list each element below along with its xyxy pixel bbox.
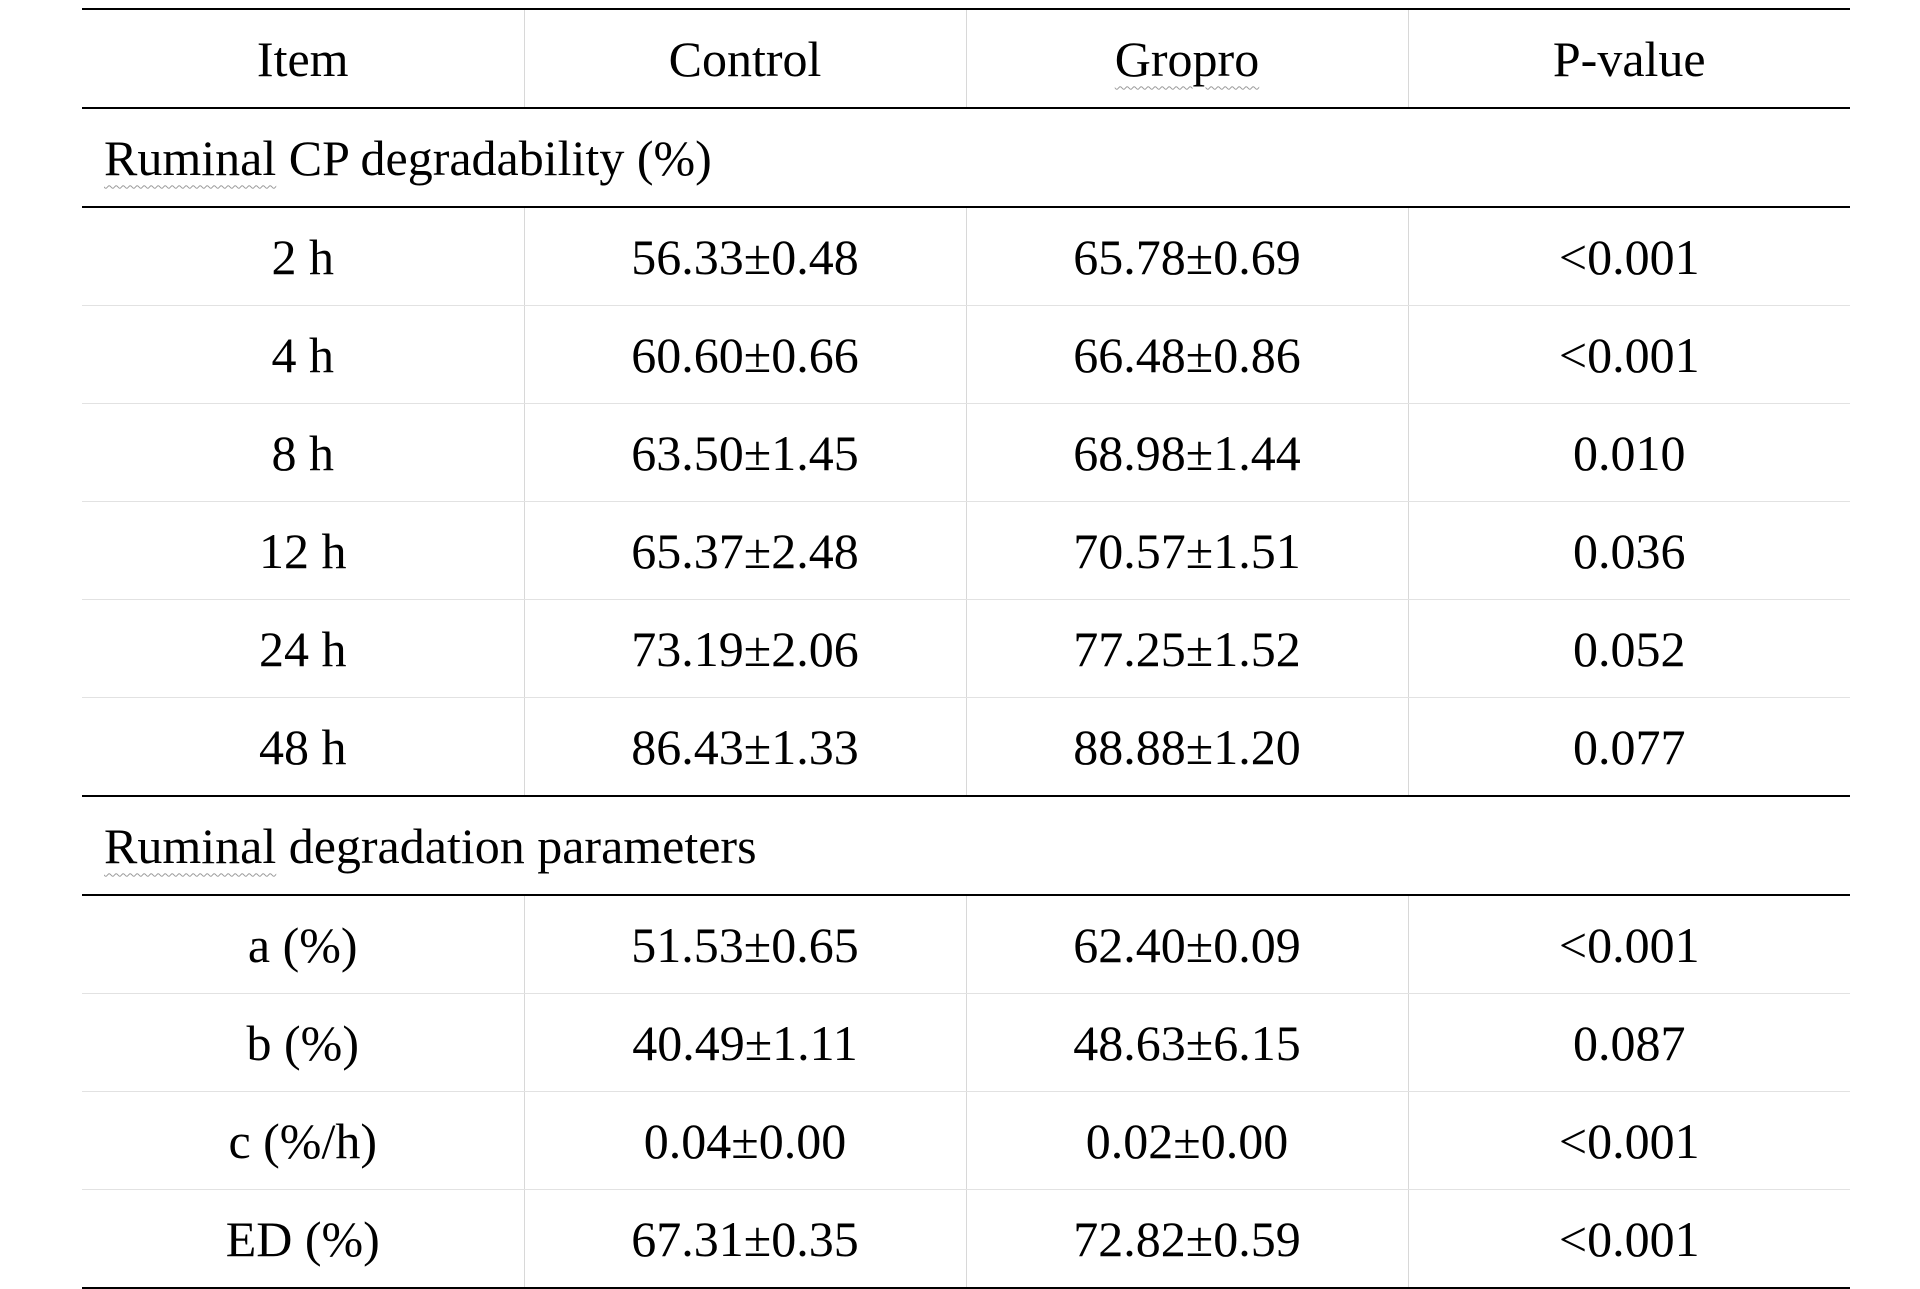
table-row: 2 h 56.33±0.48 65.78±0.69 <0.001 bbox=[82, 207, 1850, 306]
cell-gropro: 0.02±0.00 bbox=[965, 1091, 1408, 1190]
cell-p-value: 0.010 bbox=[1407, 403, 1850, 502]
section-header-row: Ruminal degradation parameters bbox=[82, 796, 1850, 896]
cell-item: ED (%) bbox=[82, 1189, 524, 1289]
cell-item: b (%) bbox=[82, 993, 524, 1092]
cell-control: 73.19±2.06 bbox=[523, 599, 966, 698]
cell-item: 12 h bbox=[82, 501, 524, 600]
cell-p-value: <0.001 bbox=[1407, 895, 1850, 994]
cell-gropro: 48.63±6.15 bbox=[965, 993, 1408, 1092]
section-title: Ruminal degradation parameters bbox=[82, 796, 1850, 896]
cell-item: 4 h bbox=[82, 305, 524, 404]
section-header-row: Ruminal CP degradability (%) bbox=[82, 108, 1850, 208]
table-row: 4 h 60.60±0.66 66.48±0.86 <0.001 bbox=[82, 305, 1850, 404]
cell-p-value: <0.001 bbox=[1407, 207, 1850, 306]
cell-p-value: 0.077 bbox=[1407, 697, 1850, 797]
cell-p-value: 0.052 bbox=[1407, 599, 1850, 698]
cell-gropro: 70.57±1.51 bbox=[965, 501, 1408, 600]
cell-control: 86.43±1.33 bbox=[523, 697, 966, 797]
cell-gropro: 62.40±0.09 bbox=[965, 895, 1408, 994]
cell-control: 40.49±1.11 bbox=[523, 993, 966, 1092]
table-row: b (%) 40.49±1.11 48.63±6.15 0.087 bbox=[82, 993, 1850, 1092]
section-title-text: Ruminal bbox=[104, 817, 277, 874]
table-row: 48 h 86.43±1.33 88.88±1.20 0.077 bbox=[82, 697, 1850, 797]
cell-gropro: 72.82±0.59 bbox=[965, 1189, 1408, 1289]
table-body: Ruminal CP degradability (%) 2 h 56.33±0.4… bbox=[82, 108, 1850, 1289]
cell-control: 56.33±0.48 bbox=[523, 207, 966, 306]
data-table: Item Control Gropro P-value Ruminal CP d… bbox=[82, 8, 1850, 1289]
cell-item: c (%/h) bbox=[82, 1091, 524, 1190]
cell-control: 0.04±0.00 bbox=[523, 1091, 966, 1190]
header-row: Item Control Gropro P-value bbox=[82, 9, 1850, 109]
cell-gropro: 77.25±1.52 bbox=[965, 599, 1408, 698]
cell-item: 8 h bbox=[82, 403, 524, 502]
cell-item: 48 h bbox=[82, 697, 524, 797]
cell-p-value: 0.036 bbox=[1407, 501, 1850, 600]
table-row: a (%) 51.53±0.65 62.40±0.09 <0.001 bbox=[82, 895, 1850, 994]
cell-item: a (%) bbox=[82, 895, 524, 994]
cell-item: 2 h bbox=[82, 207, 524, 306]
cell-gropro: 88.88±1.20 bbox=[965, 697, 1408, 797]
table-row: 8 h 63.50±1.45 68.98±1.44 0.010 bbox=[82, 403, 1850, 502]
header-item: Item bbox=[82, 9, 524, 109]
cell-control: 51.53±0.65 bbox=[523, 895, 966, 994]
header-gropro: Gropro bbox=[965, 9, 1408, 109]
cell-p-value: <0.001 bbox=[1407, 1091, 1850, 1190]
table-row: ED (%) 67.31±0.35 72.82±0.59 <0.001 bbox=[82, 1189, 1850, 1289]
table-row: 12 h 65.37±2.48 70.57±1.51 0.036 bbox=[82, 501, 1850, 600]
cell-item: 24 h bbox=[82, 599, 524, 698]
cell-p-value: 0.087 bbox=[1407, 993, 1850, 1092]
section-title-rest: degradation parameters bbox=[276, 817, 757, 874]
header-p-value: P-value bbox=[1407, 9, 1850, 109]
table-row: c (%/h) 0.04±0.00 0.02±0.00 <0.001 bbox=[82, 1091, 1850, 1190]
cell-control: 60.60±0.66 bbox=[523, 305, 966, 404]
cell-control: 67.31±0.35 bbox=[523, 1189, 966, 1289]
cell-p-value: <0.001 bbox=[1407, 1189, 1850, 1289]
header-gropro-text: Gropro bbox=[1114, 30, 1260, 87]
cell-control: 63.50±1.45 bbox=[523, 403, 966, 502]
cell-p-value: <0.001 bbox=[1407, 305, 1850, 404]
cell-gropro: 68.98±1.44 bbox=[965, 403, 1408, 502]
cell-control: 65.37±2.48 bbox=[523, 501, 966, 600]
section-title-text: Ruminal bbox=[104, 129, 277, 186]
section-title: Ruminal CP degradability (%) bbox=[82, 108, 1850, 208]
cell-gropro: 66.48±0.86 bbox=[965, 305, 1408, 404]
header-control: Control bbox=[523, 9, 966, 109]
section-title-rest: CP degradability (%) bbox=[276, 129, 712, 186]
table-row: 24 h 73.19±2.06 77.25±1.52 0.052 bbox=[82, 599, 1850, 698]
cell-gropro: 65.78±0.69 bbox=[965, 207, 1408, 306]
